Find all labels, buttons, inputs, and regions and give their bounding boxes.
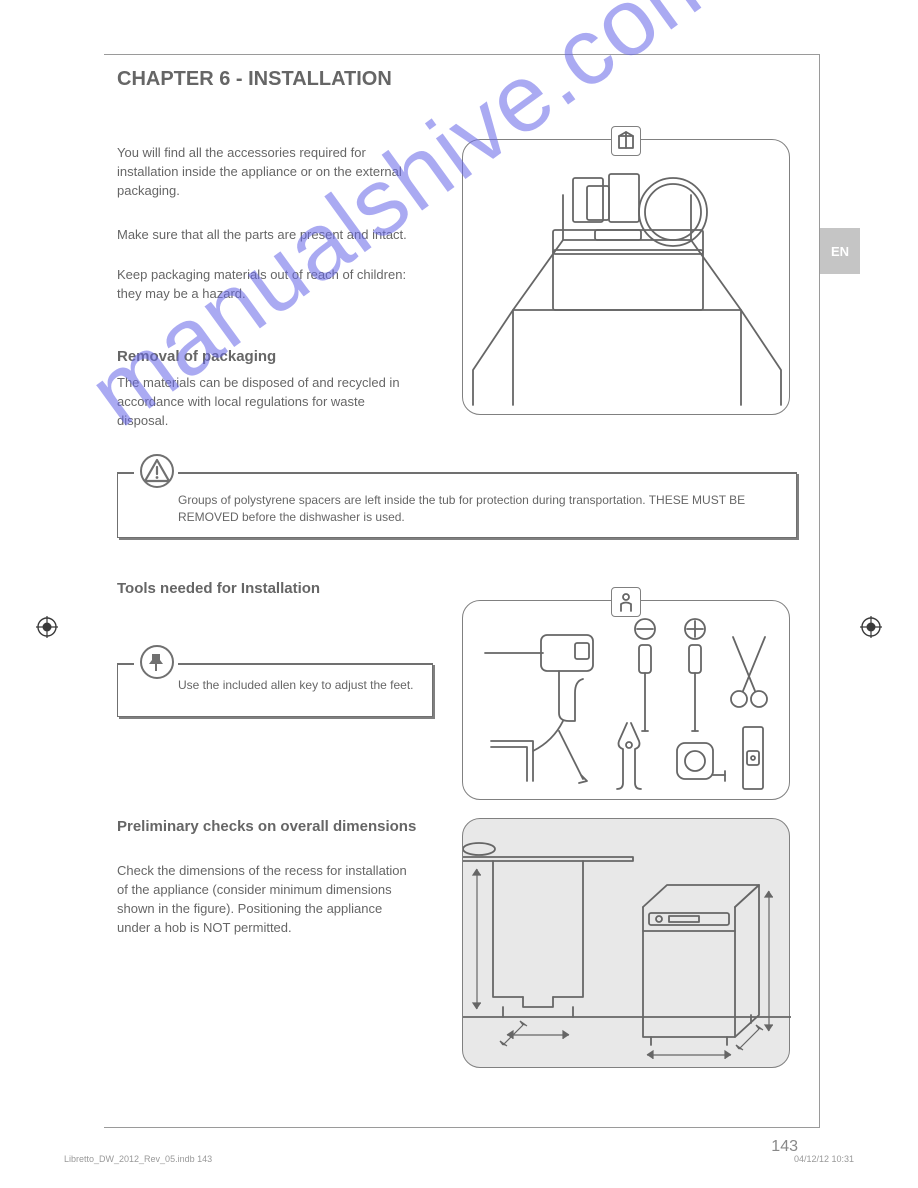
figure-accessories-box: [462, 139, 790, 415]
section-removal-text: The materials can be disposed of and rec…: [117, 374, 417, 431]
intro-para-1: You will find all the accessories requir…: [117, 144, 417, 201]
footer-date: 04/12/12 10:31: [794, 1154, 854, 1164]
section-dimensions-title: Preliminary checks on overall dimensions: [117, 818, 417, 837]
language-tab: EN: [820, 228, 860, 274]
note-callout: Use the included allen key to adjust the…: [117, 663, 433, 717]
chapter-title: CHAPTER 6 - INSTALLATION: [117, 68, 392, 91]
registration-mark-left: [36, 616, 58, 638]
pin-icon: [140, 645, 174, 679]
section-dimensions-text: Check the dimensions of the recess for i…: [117, 862, 417, 937]
note-text: Use the included allen key to adjust the…: [178, 677, 418, 694]
figure-tools: [462, 600, 790, 800]
language-tab-text: EN: [831, 244, 849, 259]
intro-para-3: Keep packaging materials out of reach of…: [117, 266, 417, 304]
figure-tools-svg: [463, 601, 791, 801]
box-icon: [611, 126, 641, 156]
installer-icon: [611, 587, 641, 617]
warning-triangle-icon: [140, 454, 174, 488]
intro-para-2: Make sure that all the parts are present…: [117, 226, 417, 245]
warning-text: Groups of polystyrene spacers are left i…: [178, 492, 778, 526]
warning-callout: Groups of polystyrene spacers are left i…: [117, 472, 797, 538]
figure-dimensions-svg: [463, 819, 791, 1069]
figure-accessories-svg: [463, 140, 791, 416]
footer-filename: Libretto_DW_2012_Rev_05.indb 143: [64, 1154, 212, 1164]
section-removal-title: Removal of packaging: [117, 348, 276, 365]
registration-mark-right: [860, 616, 882, 638]
figure-dimensions: [462, 818, 790, 1068]
section-tools-title: Tools needed for Installation: [117, 580, 320, 597]
